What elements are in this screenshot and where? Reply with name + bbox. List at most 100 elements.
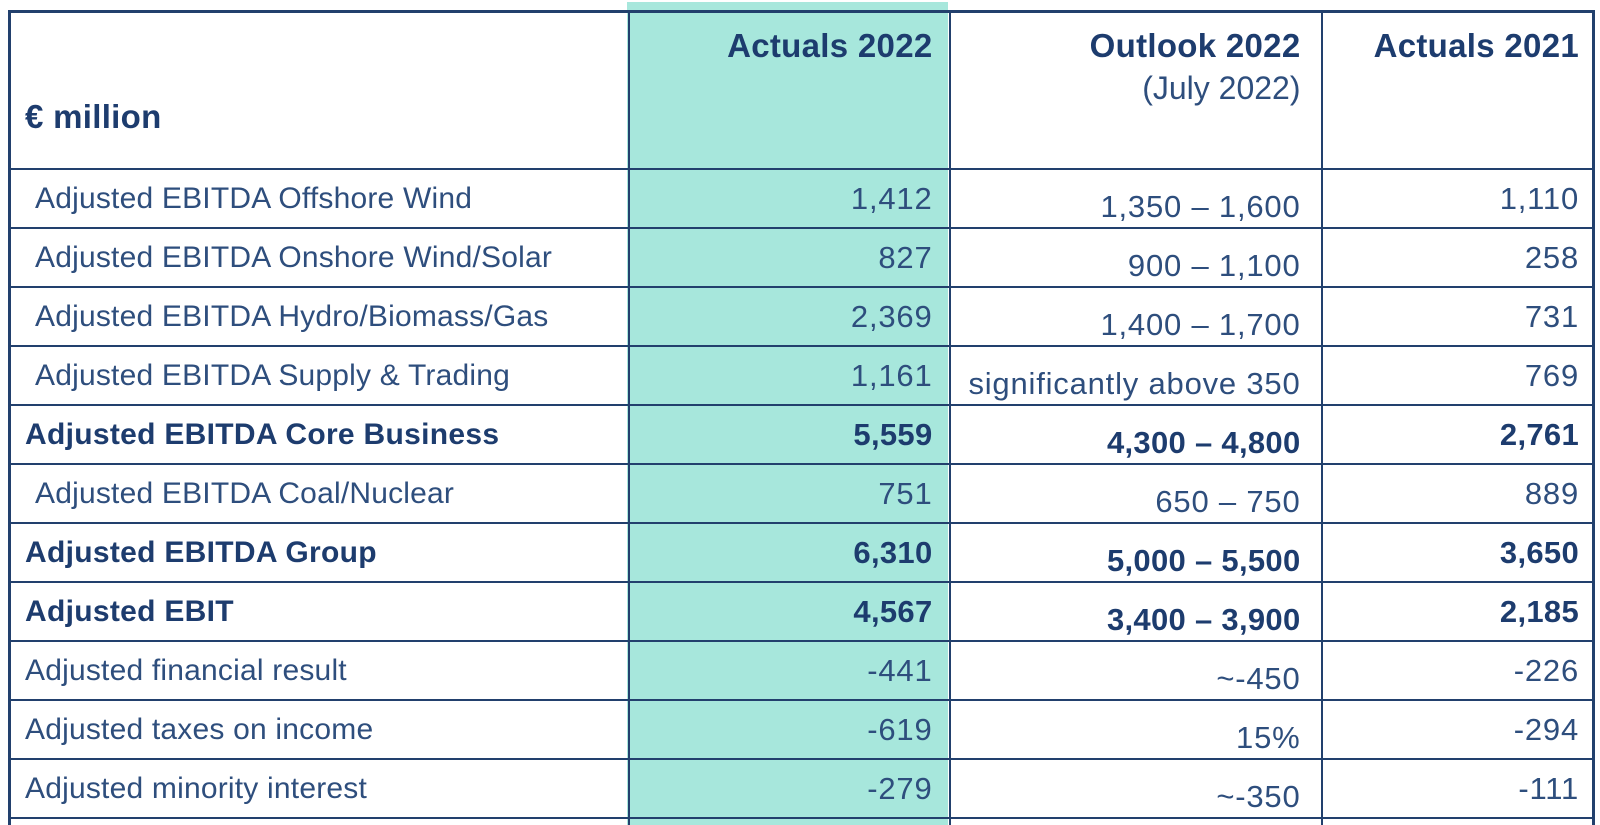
cell-outlook-2022: 1,400 – 1,700 [948, 286, 1323, 347]
cell-outlook-2022: 650 – 750 [948, 463, 1323, 524]
row-label: Adjusted EBIT [25, 594, 234, 628]
cell-actuals-2021: 258 [1320, 227, 1595, 288]
row-label-cell: Adjusted EBITDA Offshore Wind [8, 168, 630, 229]
cell-outlook-2022: 15% [948, 699, 1323, 760]
value-actuals-2022: 1,412 [850, 180, 933, 216]
value-actuals-2021: 889 [1524, 475, 1579, 511]
row-label-cell: Adjusted net income [8, 817, 630, 825]
cell-outlook-2022: 4,300 – 4,800 [948, 404, 1323, 465]
cell-actuals-2022: -279 [627, 758, 951, 819]
value-actuals-2022: 5,559 [853, 416, 933, 452]
row-label-cell: Adjusted EBITDA Supply & Trading [8, 345, 630, 406]
unit-header-cell: € million [8, 10, 630, 170]
cell-actuals-2021: 731 [1320, 286, 1595, 347]
cell-actuals-2022: 827 [627, 227, 951, 288]
financial-results-table: € million Actuals 2022 Outlook 2022 (Jul… [8, 10, 1595, 825]
cell-actuals-2022: 5,559 [627, 404, 951, 465]
cell-outlook-2022: 5,000 – 5,500 [948, 522, 1323, 583]
row-label: Adjusted EBITDA Offshore Wind [35, 181, 473, 215]
row-label-cell: Adjusted minority interest [8, 758, 630, 819]
table-row: Adjusted minority interest -279 ~-350 -111 [8, 758, 1595, 819]
row-label: Adjusted EBITDA Core Business [25, 417, 500, 451]
value-actuals-2022: -619 [867, 711, 933, 747]
table-row: Adjusted EBITDA Hydro/Biomass/Gas 2,369 1,… [8, 286, 1595, 347]
cell-actuals-2021: 1,554 [1320, 817, 1595, 825]
row-label: Adjusted EBITDA Hydro/Biomass/Gas [35, 299, 549, 333]
table-row: Adjusted EBITDA Coal/Nuclear 751 650 – 750… [8, 463, 1595, 524]
value-outlook-2022: 650 – 750 [1155, 483, 1301, 519]
value-actuals-2021: 1,110 [1499, 180, 1579, 216]
cell-actuals-2022: 1,412 [627, 168, 951, 229]
value-actuals-2022: 2,369 [850, 298, 933, 334]
row-label-cell: Adjusted EBITDA Hydro/Biomass/Gas [8, 286, 630, 347]
cell-actuals-2022: 3,228 [627, 817, 951, 825]
cell-actuals-2022: 6,310 [627, 522, 951, 583]
row-label: Adjusted financial result [25, 653, 347, 687]
value-actuals-2022: 6,310 [853, 534, 933, 570]
value-actuals-2021: -226 [1513, 652, 1579, 688]
value-actuals-2022: -441 [867, 652, 933, 688]
value-outlook-2022: significantly above 350 [968, 365, 1301, 401]
value-actuals-2021: 2,761 [1499, 416, 1579, 452]
cell-actuals-2021: 2,185 [1320, 581, 1595, 642]
row-label: Adjusted minority interest [25, 771, 368, 805]
cell-outlook-2022: 2,100 – 2,600 [948, 817, 1323, 825]
table-row: Adjusted net income3,2282,100 – 2,6001,5… [8, 817, 1595, 825]
row-label-cell: Adjusted EBIT [8, 581, 630, 642]
value-outlook-2022: 4,300 – 4,800 [1106, 424, 1301, 460]
value-outlook-2022: 1,350 – 1,600 [1100, 188, 1301, 224]
cell-outlook-2022: 3,400 – 3,900 [948, 581, 1323, 642]
value-outlook-2022: 15% [1236, 719, 1301, 755]
column-header-label: Actuals 2021 [1373, 27, 1579, 64]
cell-actuals-2021: 1,110 [1320, 168, 1595, 229]
table-row: Adjusted EBIT 4,567 3,400 – 3,900 2,185 [8, 581, 1595, 642]
cell-actuals-2021: -294 [1320, 699, 1595, 760]
column-header-actuals-2022: Actuals 2022 [627, 10, 951, 170]
row-label: Adjusted EBITDA Group [25, 535, 377, 569]
cell-actuals-2021: 2,761 [1320, 404, 1595, 465]
row-label: Adjusted EBITDA Onshore Wind/Solar [35, 240, 553, 274]
table-row: Adjusted EBITDA Supply & Trading 1,161 sig… [8, 345, 1595, 406]
cell-outlook-2022: ~-450 [948, 640, 1323, 701]
value-outlook-2022: 3,400 – 3,900 [1106, 601, 1301, 637]
column-header-label: Actuals 2022 [727, 27, 933, 64]
row-label-cell: Adjusted taxes on income [8, 699, 630, 760]
cell-actuals-2021: 889 [1320, 463, 1595, 524]
value-outlook-2022: 1,400 – 1,700 [1100, 306, 1301, 342]
row-label: Adjusted EBITDA Supply & Trading [35, 358, 510, 392]
cell-outlook-2022: significantly above 350 [948, 345, 1323, 406]
value-actuals-2021: 258 [1524, 239, 1579, 275]
value-actuals-2021: -111 [1518, 770, 1579, 806]
value-actuals-2022: 4,567 [853, 593, 933, 629]
value-actuals-2021: 769 [1524, 357, 1579, 393]
cell-actuals-2022: 4,567 [627, 581, 951, 642]
value-actuals-2022: -279 [867, 770, 933, 806]
value-outlook-2022: 5,000 – 5,500 [1106, 542, 1301, 578]
cell-outlook-2022: 900 – 1,100 [948, 227, 1323, 288]
unit-label: € million [25, 98, 162, 135]
cell-actuals-2021: 3,650 [1320, 522, 1595, 583]
value-actuals-2021: -294 [1513, 711, 1579, 747]
column-header-actuals-2021: Actuals 2021 [1320, 10, 1595, 170]
cell-actuals-2022: 1,161 [627, 345, 951, 406]
value-outlook-2022: ~-350 [1216, 778, 1301, 814]
cell-outlook-2022: ~-350 [948, 758, 1323, 819]
table-row: Adjusted taxes on income -619 15% -294 [8, 699, 1595, 760]
table-row: Adjusted financial result -441 ~-450 -226 [8, 640, 1595, 701]
value-actuals-2022: 827 [878, 239, 933, 275]
value-actuals-2022: 1,161 [850, 357, 933, 393]
row-label-cell: Adjusted EBITDA Group [8, 522, 630, 583]
column-header-label: Outlook 2022 [1089, 27, 1301, 64]
value-actuals-2021: 731 [1524, 298, 1579, 334]
cell-actuals-2021: -111 [1320, 758, 1595, 819]
table-row: Adjusted EBITDA Offshore Wind 1,412 1,350 … [8, 168, 1595, 229]
row-label-cell: Adjusted EBITDA Core Business [8, 404, 630, 465]
row-label: Adjusted taxes on income [25, 712, 374, 746]
header-row: € million Actuals 2022 Outlook 2022 (Jul… [8, 10, 1595, 170]
column-header-sublabel: (July 2022) [1142, 70, 1301, 106]
cell-actuals-2022: 2,369 [627, 286, 951, 347]
value-actuals-2021: 2,185 [1499, 593, 1579, 629]
row-label: Adjusted EBITDA Coal/Nuclear [35, 476, 455, 510]
row-label-cell: Adjusted EBITDA Coal/Nuclear [8, 463, 630, 524]
